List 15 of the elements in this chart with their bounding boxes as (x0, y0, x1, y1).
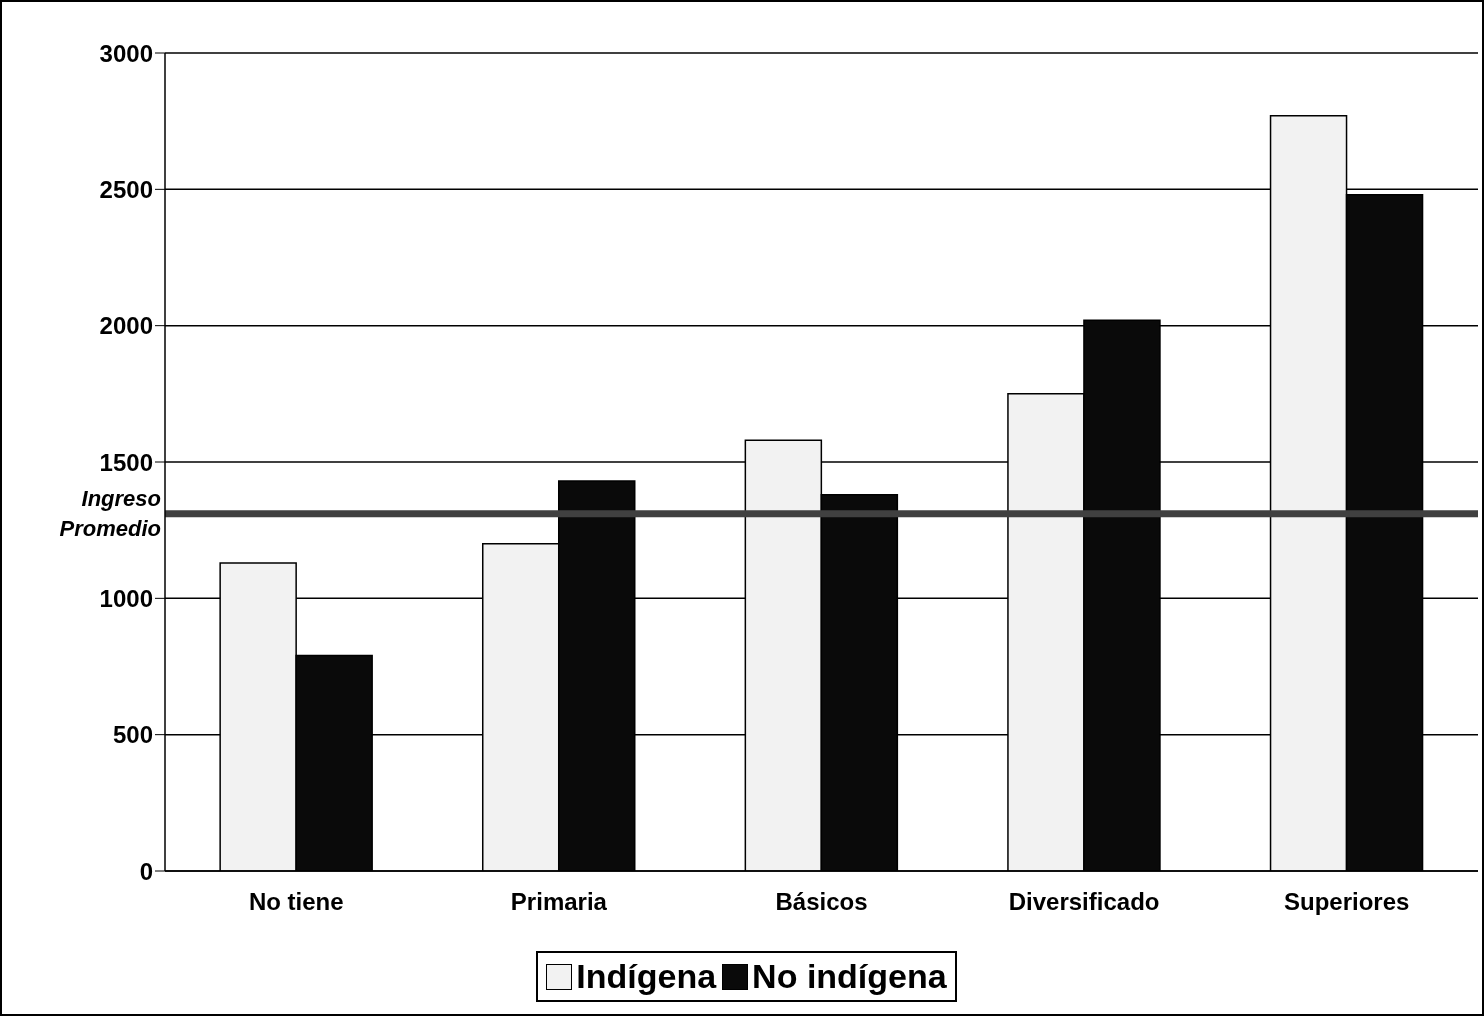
y-tick-label: 3000 (99, 39, 153, 67)
y-tick-label: 2500 (99, 175, 153, 203)
x-tick-label: Básicos (775, 888, 868, 916)
y-tick-label: 1000 (99, 584, 153, 612)
x-tick-label: Diversificado (1008, 888, 1160, 916)
y-tick-label: 500 (112, 721, 153, 749)
x-tick-label: No tiene (248, 888, 344, 916)
legend-label: No indígena (752, 957, 947, 996)
legend-label: Indígena (576, 957, 717, 996)
y-tick-label: 2000 (99, 312, 153, 340)
x-tick-label: Superiores (1284, 888, 1410, 916)
y-tick-label: 1500 (99, 448, 153, 476)
ref-line-label: Ingreso Promedio (59, 485, 161, 541)
y-tick-label: 0 (139, 857, 153, 885)
x-tick-label: Primaria (510, 888, 608, 916)
